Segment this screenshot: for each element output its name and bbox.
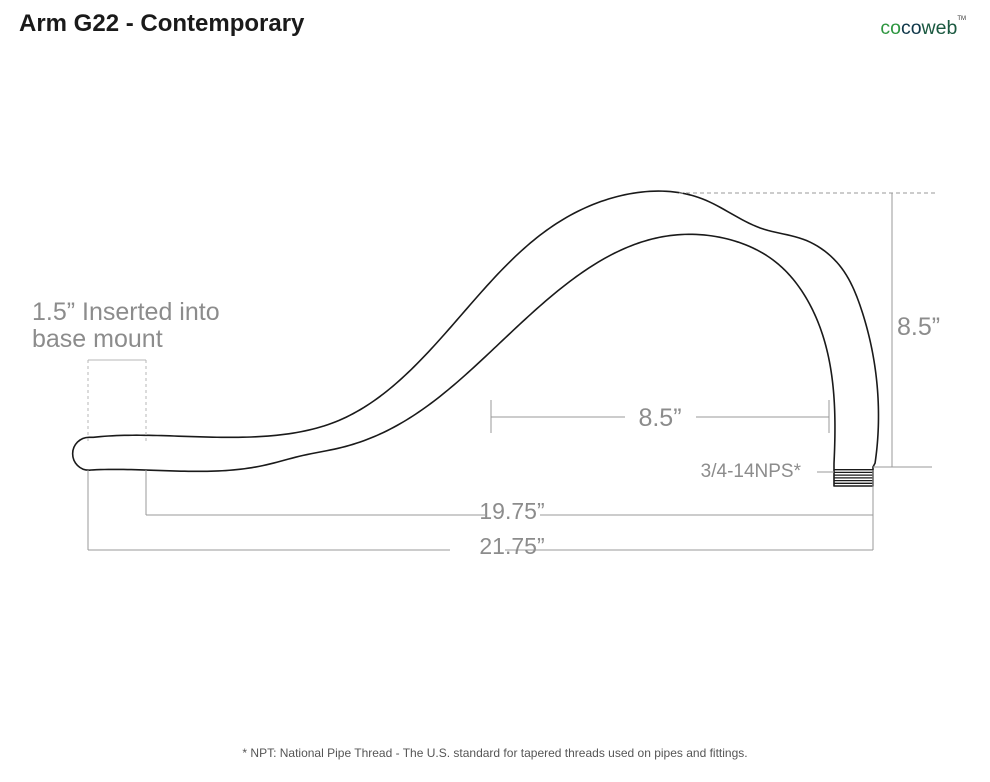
svg-text:8.5”: 8.5” (897, 313, 940, 341)
svg-text:base mount: base mount (32, 325, 163, 353)
svg-text:8.5”: 8.5” (638, 404, 681, 432)
svg-text:21.75”: 21.75” (479, 533, 544, 559)
svg-text:1.5” Inserted into: 1.5” Inserted into (32, 298, 220, 326)
svg-text:3/4-14NPS*: 3/4-14NPS* (701, 461, 802, 482)
svg-text:19.75”: 19.75” (479, 498, 544, 524)
